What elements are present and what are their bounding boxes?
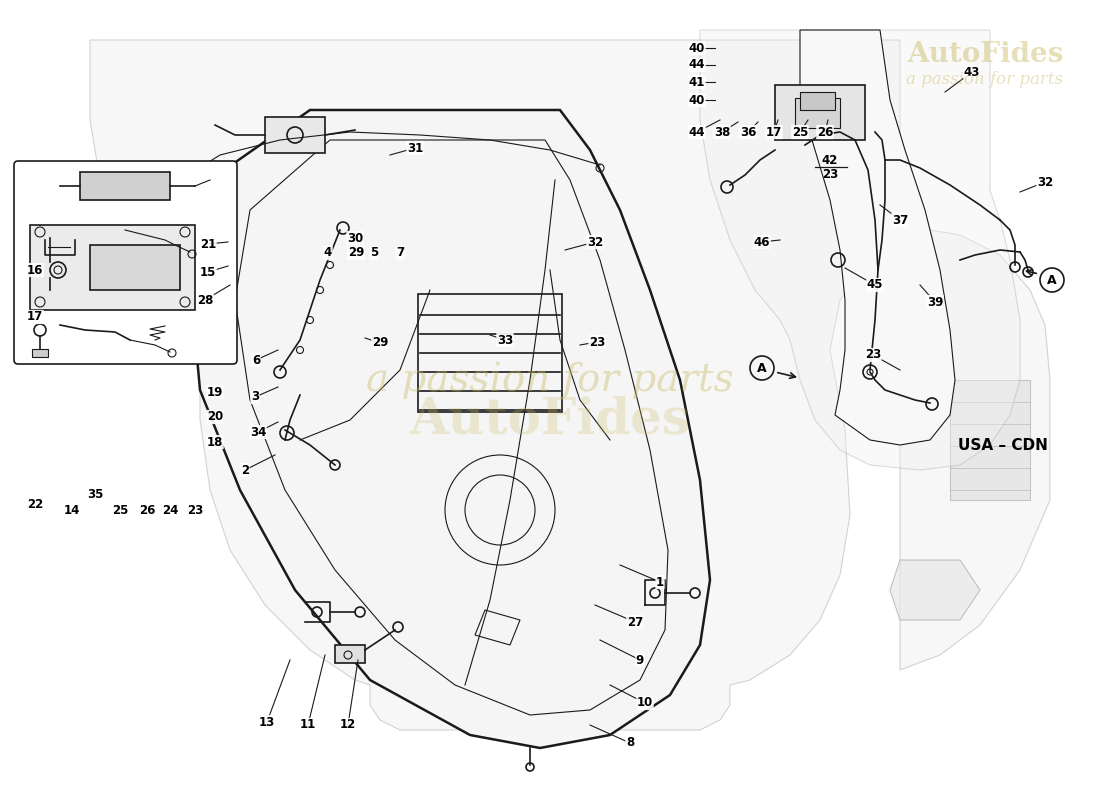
Text: 23: 23	[187, 503, 204, 517]
Text: USA – CDN: USA – CDN	[958, 438, 1048, 453]
Bar	[265, 117, 324, 153]
Text: AutoFides: AutoFides	[409, 395, 691, 445]
Bar	[776, 85, 865, 140]
Text: 31: 31	[407, 142, 424, 154]
Text: 15: 15	[200, 266, 217, 278]
Text: 13: 13	[258, 715, 275, 729]
Bar	[418, 294, 562, 412]
Text: 39: 39	[927, 295, 943, 309]
Text: A: A	[757, 362, 767, 374]
Polygon shape	[90, 40, 1050, 730]
Text: 8: 8	[626, 737, 634, 750]
Text: 37: 37	[892, 214, 909, 226]
Text: 25: 25	[112, 503, 129, 517]
Text: 20: 20	[207, 410, 223, 423]
Text: 42: 42	[822, 154, 838, 166]
Text: A: A	[1047, 274, 1057, 286]
Text: a passion for parts: a passion for parts	[366, 362, 734, 398]
Text: 9: 9	[636, 654, 645, 666]
Text: 40: 40	[689, 94, 705, 106]
Text: 40: 40	[689, 42, 705, 54]
Text: 23: 23	[865, 349, 881, 362]
Text: 23: 23	[822, 167, 838, 181]
Bar	[800, 92, 835, 110]
Polygon shape	[700, 30, 1020, 470]
FancyBboxPatch shape	[14, 161, 236, 364]
Text: 17: 17	[766, 126, 782, 138]
Text: 46: 46	[754, 235, 770, 249]
Text: a passion for parts: a passion for parts	[906, 71, 1064, 89]
Text: 44: 44	[689, 126, 705, 138]
Text: 10: 10	[637, 697, 653, 710]
Bar	[90, 245, 180, 290]
Text: 22: 22	[26, 498, 43, 511]
Text: 26: 26	[139, 503, 155, 517]
Text: 19: 19	[207, 386, 223, 398]
Text: 43: 43	[964, 66, 980, 78]
Text: 26: 26	[817, 126, 833, 138]
Text: 11: 11	[300, 718, 316, 731]
Text: 29: 29	[348, 246, 364, 259]
Text: 32: 32	[587, 235, 603, 249]
Text: AutoFides: AutoFides	[906, 42, 1064, 69]
Text: 33: 33	[497, 334, 513, 346]
Text: 3: 3	[251, 390, 260, 403]
Text: 27: 27	[627, 615, 644, 629]
Text: 17: 17	[26, 310, 43, 323]
Text: 4: 4	[323, 246, 332, 259]
Text: 2: 2	[241, 463, 249, 477]
Text: 23: 23	[588, 335, 605, 349]
Text: 12: 12	[340, 718, 356, 731]
Text: 24: 24	[162, 503, 178, 517]
Text: 18: 18	[207, 435, 223, 449]
Text: 35: 35	[87, 489, 103, 502]
Bar	[80, 172, 170, 200]
Polygon shape	[800, 30, 955, 445]
Text: 5: 5	[370, 246, 378, 259]
Text: 21: 21	[200, 238, 216, 250]
Text: 41: 41	[689, 75, 705, 89]
Polygon shape	[890, 560, 980, 620]
Bar	[336, 645, 365, 663]
Text: 30: 30	[346, 231, 363, 245]
Text: 29: 29	[372, 337, 388, 350]
Text: 16: 16	[26, 263, 43, 277]
Bar	[30, 225, 195, 310]
Bar	[795, 98, 840, 128]
Text: 25: 25	[792, 126, 808, 138]
Text: 1: 1	[656, 575, 664, 589]
Text: 44: 44	[689, 58, 705, 71]
Text: 38: 38	[714, 126, 730, 138]
Text: 34: 34	[250, 426, 266, 438]
Text: 7: 7	[396, 246, 404, 259]
Text: 28: 28	[197, 294, 213, 306]
Text: 45: 45	[867, 278, 883, 291]
Text: 36: 36	[740, 126, 756, 138]
Bar	[32, 349, 48, 357]
Bar	[950, 380, 1030, 500]
Text: 14: 14	[64, 503, 80, 517]
Text: 6: 6	[252, 354, 260, 366]
Polygon shape	[190, 110, 710, 748]
Text: 32: 32	[1037, 175, 1053, 189]
